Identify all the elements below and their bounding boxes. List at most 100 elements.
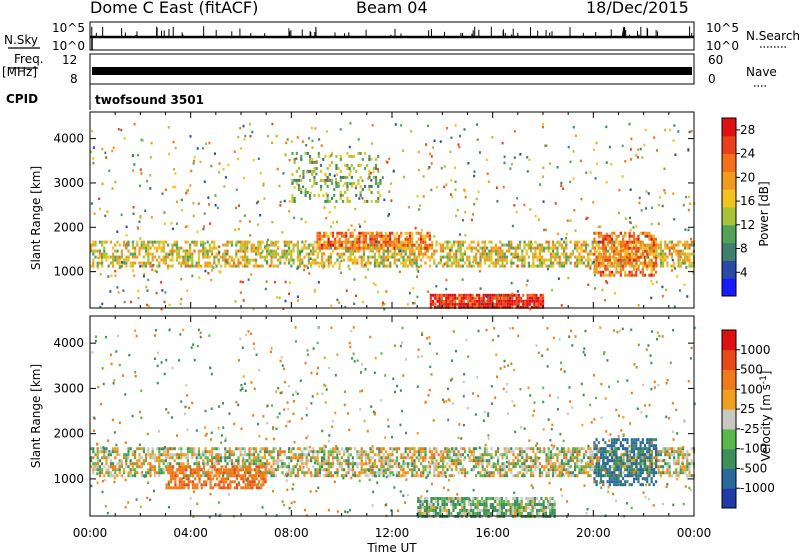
scatter-cell: [373, 246, 376, 250]
scatter-cell: [215, 447, 218, 451]
scatter-cell: [656, 149, 659, 152]
scatter-cell: [486, 459, 489, 463]
scatter-cell: [648, 459, 651, 463]
scatter-cell: [224, 447, 227, 451]
scatter-cell: [402, 149, 405, 152]
scatter-cell: [621, 237, 625, 241]
scatter-cell: [308, 272, 311, 275]
scatter-cell: [173, 243, 176, 247]
scatter-cell: [593, 148, 596, 152]
scatter-cell: [459, 264, 462, 268]
scatter-cell: [450, 474, 453, 478]
scatter-cell: [168, 303, 171, 307]
scatter-cell: [200, 453, 203, 457]
scatter-cell: [349, 447, 352, 451]
scatter-cell: [156, 471, 159, 475]
scatter-cell: [98, 261, 101, 265]
scatter-cell: [283, 255, 286, 259]
scatter-cell: [228, 264, 231, 268]
scatter-cell: [433, 456, 436, 460]
scatter-cell: [486, 453, 489, 457]
scatter-cell: [411, 471, 414, 475]
scatter-cell: [488, 240, 491, 244]
scatter-cell: [146, 303, 149, 307]
scatter-cell: [202, 462, 205, 466]
scatter-cell: [457, 462, 460, 466]
scatter-cell: [106, 210, 109, 213]
scatter-cell: [147, 462, 150, 466]
scatter-cell: [384, 258, 387, 262]
scatter-cell: [147, 453, 150, 457]
scatter-cell: [149, 462, 152, 466]
scatter-cell: [475, 299, 479, 303]
scatter-cell: [413, 450, 416, 454]
scatter-cell: [92, 465, 95, 469]
scatter-cell: [505, 474, 508, 478]
scatter-cell: [175, 453, 178, 457]
scatter-cell: [428, 243, 431, 247]
scatter-cell: [461, 453, 464, 457]
scatter-cell: [92, 249, 95, 253]
scatter-cell: [490, 474, 493, 478]
scatter-cell: [346, 181, 349, 185]
scatter-cell: [629, 188, 632, 191]
scatter-cell: [149, 246, 152, 250]
scatter-cell: [250, 468, 253, 472]
scatter-cell: [417, 474, 420, 478]
scatter-cell: [381, 301, 384, 304]
scatter-cell: [651, 261, 654, 265]
scatter-cell: [643, 249, 647, 253]
scatter-cell: [149, 468, 152, 472]
scatter-cell: [480, 299, 483, 303]
scatter-cell: [233, 258, 236, 262]
scatter-cell: [118, 266, 121, 270]
scatter-cell: [598, 456, 601, 460]
scatter-cell: [610, 163, 613, 166]
scatter-cell: [172, 477, 175, 481]
scatter-cell: [308, 178, 312, 182]
scatter-cell: [519, 305, 523, 309]
scatter-cell: [510, 447, 513, 451]
scatter-cell: [309, 257, 312, 260]
scatter-cell: [567, 255, 570, 259]
scatter-cell: [377, 196, 380, 200]
scatter-cell: [339, 196, 342, 200]
scatter-cell: [140, 447, 143, 451]
scatter-cell: [560, 261, 563, 265]
scatter-cell: [519, 447, 522, 451]
scatter-cell: [393, 258, 396, 262]
scatter-cell: [211, 468, 214, 472]
scatter-cell: [541, 465, 544, 469]
scatter-cell: [528, 158, 531, 162]
scatter-cell: [247, 278, 250, 281]
power-scatter-cells: [90, 122, 696, 311]
scatter-cell: [592, 201, 595, 204]
scatter-cell: [492, 462, 495, 466]
scatter-cell: [626, 258, 629, 262]
scatter-cell: [517, 296, 520, 300]
scatter-cell: [585, 453, 588, 457]
scatter-cell: [468, 261, 471, 265]
scatter-cell: [195, 240, 198, 244]
scatter-cell: [565, 261, 568, 265]
scatter-cell: [519, 296, 523, 300]
scatter-cell: [279, 200, 282, 204]
scatter-cell: [202, 227, 205, 231]
scatter-cell: [228, 240, 231, 244]
scatter-cell: [294, 243, 297, 247]
scatter-cell: [571, 474, 574, 478]
scatter-cell: [648, 231, 651, 235]
scatter-cell: [662, 264, 665, 268]
scatter-cell: [519, 243, 522, 247]
scatter-cell: [316, 234, 319, 238]
scatter-cell: [305, 453, 308, 457]
scatter-cell: [318, 234, 321, 238]
scatter-cell: [351, 231, 354, 235]
scatter-cell: [211, 447, 214, 451]
scatter-cell: [380, 465, 383, 469]
scatter-cell: [169, 471, 173, 475]
scatter-cell: [111, 149, 114, 153]
scatter-cell: [317, 154, 320, 158]
scatter-cell: [525, 249, 528, 253]
